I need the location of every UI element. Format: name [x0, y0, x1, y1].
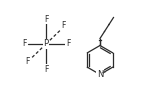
- Text: F: F: [44, 14, 48, 24]
- Text: F: F: [22, 40, 26, 48]
- Text: F: F: [66, 40, 70, 48]
- Text: F: F: [61, 22, 66, 30]
- Text: N: N: [97, 70, 103, 79]
- Text: P: P: [43, 40, 49, 48]
- Text: +: +: [100, 70, 105, 75]
- Text: F: F: [44, 64, 48, 74]
- Text: F: F: [25, 57, 30, 66]
